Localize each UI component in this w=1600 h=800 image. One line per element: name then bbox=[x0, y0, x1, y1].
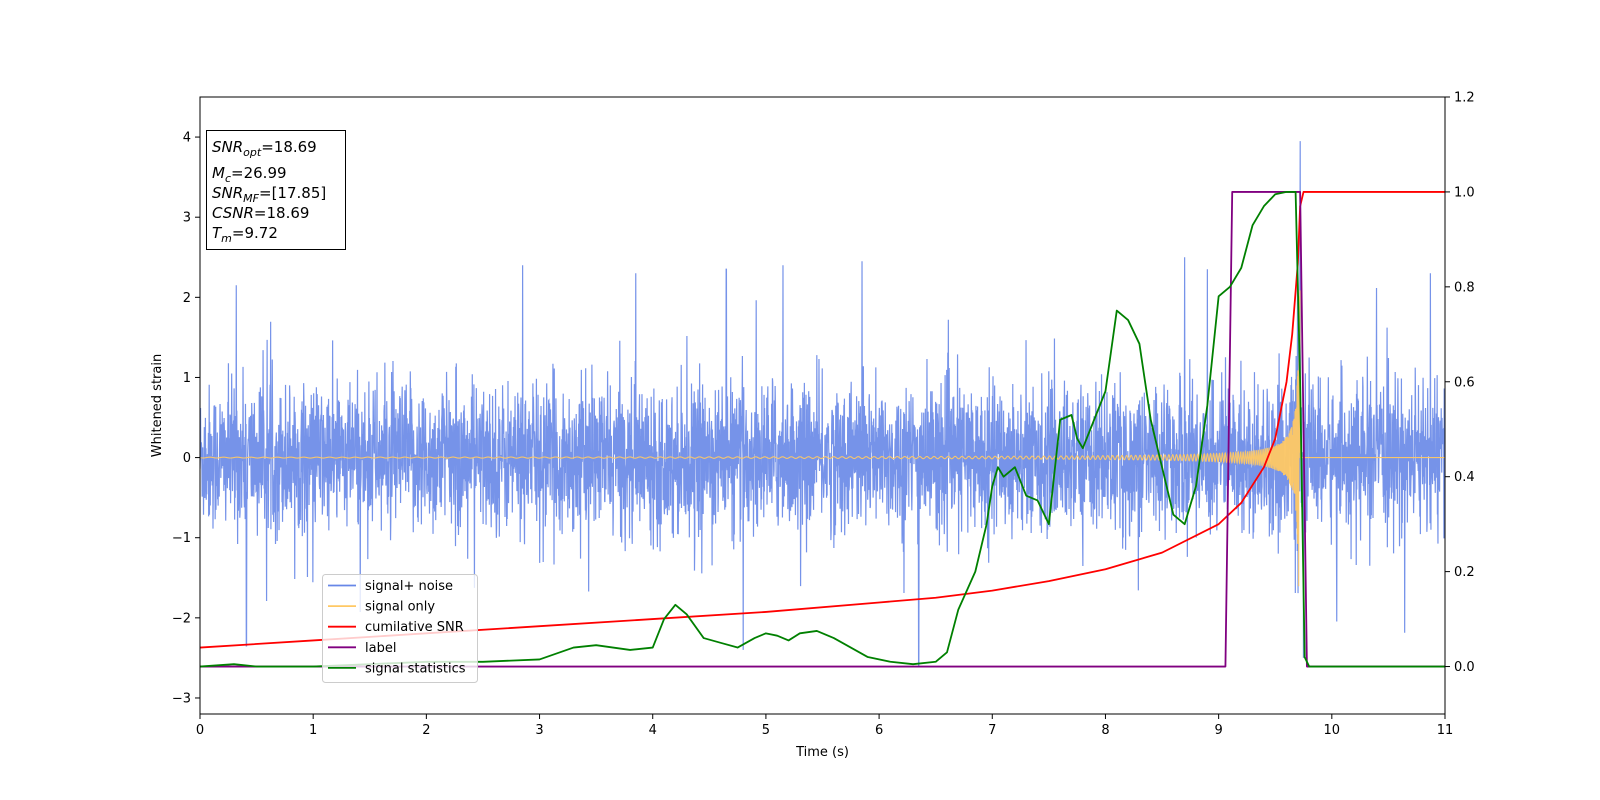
info-line: SNRMF=[17.85] bbox=[212, 184, 326, 205]
legend: signal+ noise signal only cumilative SNR la… bbox=[322, 574, 478, 683]
y-tick-label: −2 bbox=[172, 611, 191, 626]
x-tick-label: 2 bbox=[422, 723, 430, 738]
x-tick-label: 10 bbox=[1324, 723, 1341, 738]
info-line: Mc=26.99 bbox=[212, 164, 287, 185]
x-tick-label: 5 bbox=[762, 723, 770, 738]
y-tick-label: 2 bbox=[183, 291, 191, 306]
y-tick-label: 3 bbox=[183, 211, 191, 226]
x-tick-label: 1 bbox=[309, 723, 317, 738]
y2-tick-label: 0.4 bbox=[1454, 470, 1475, 485]
x-tick-label: 9 bbox=[1214, 723, 1222, 738]
y2-tick-label: 0.2 bbox=[1454, 565, 1475, 580]
series-signal-statistics bbox=[200, 191, 1445, 668]
x-tick-label: 3 bbox=[535, 723, 543, 738]
plot-area bbox=[200, 141, 1445, 668]
legend-label: cumilative SNR bbox=[365, 620, 464, 635]
y2-tick-label: 0.8 bbox=[1454, 280, 1475, 295]
y2-tick-label: 1.0 bbox=[1454, 185, 1475, 200]
series-signal-only bbox=[200, 290, 1445, 587]
y-tick-label: 1 bbox=[183, 371, 191, 386]
axes-frame bbox=[199, 96, 1446, 715]
x-tick-label: 6 bbox=[875, 723, 883, 738]
y-tick-label: −1 bbox=[172, 531, 191, 546]
x-tick-label: 4 bbox=[649, 723, 657, 738]
legend-label: signal statistics bbox=[365, 661, 466, 676]
info-box: SNRopt=18.69 Mc=26.99SNRMF=[17.85]CSNR=18… bbox=[206, 130, 346, 250]
legend-label: label bbox=[365, 641, 396, 656]
series-cumulative-snr bbox=[200, 191, 1445, 649]
info-line: SNRopt=18.69 bbox=[212, 138, 317, 159]
series-signal-noise bbox=[200, 141, 1445, 667]
y-tick-label: 0 bbox=[183, 451, 191, 466]
y2-tick-label: 1.2 bbox=[1454, 91, 1475, 106]
legend-frame bbox=[322, 574, 478, 683]
y-tick-label: −3 bbox=[172, 691, 191, 706]
legend-label: signal only bbox=[365, 600, 435, 615]
info-line: CSNR=18.69 bbox=[212, 204, 309, 222]
x-tick-label: 0 bbox=[196, 723, 204, 738]
y2-tick-label: 0.0 bbox=[1454, 660, 1475, 675]
legend-label: signal+ noise bbox=[365, 579, 453, 594]
y-axis-label: Whitened strain bbox=[150, 354, 165, 457]
info-line: Tm=9.72 bbox=[212, 224, 278, 245]
y-tick-label: 4 bbox=[183, 131, 191, 146]
axes: 0 1 2 3 4 5 6 7 8 9 10 11 −3 −2 −1 0 1 2 3 4 0.0 0.2 0.4 0.6 0.8… bbox=[150, 91, 1475, 761]
y2-tick-label: 0.6 bbox=[1454, 375, 1475, 390]
x-tick-label: 7 bbox=[988, 723, 996, 738]
x-axis-label: Time (s) bbox=[795, 745, 849, 760]
x-tick-label: 11 bbox=[1437, 723, 1454, 738]
info-box-frame bbox=[206, 130, 346, 250]
x-tick-label: 8 bbox=[1101, 723, 1109, 738]
